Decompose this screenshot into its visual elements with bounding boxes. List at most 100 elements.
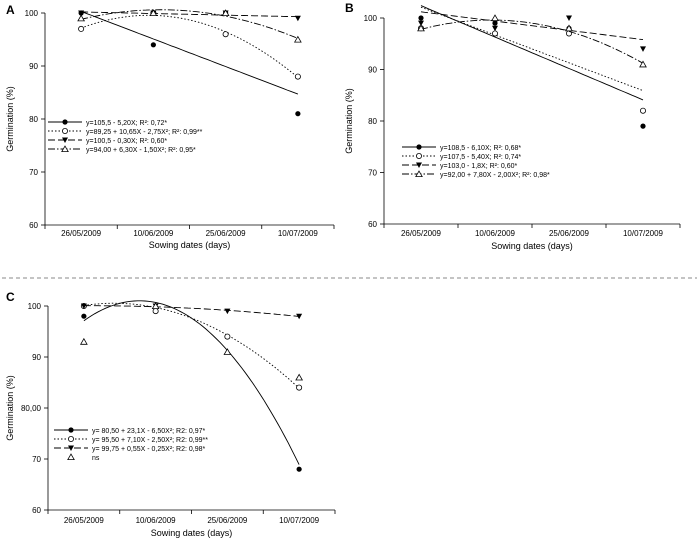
y-tick-label: 90 (368, 66, 377, 75)
data-point (224, 333, 231, 340)
legend-label: y=108,5 - 6,10X; R²: 0,68* (440, 145, 521, 152)
x-tick-label: 26/05/2009 (61, 229, 102, 238)
data-point (295, 373, 304, 381)
data-point (221, 9, 230, 17)
data-point (294, 73, 301, 80)
legend-label: y=100,5 - 0,30X; R²: 0,60* (86, 138, 167, 145)
x-tick-label: 10/07/2009 (278, 229, 319, 238)
data-point (492, 25, 498, 32)
x-tick-label: 10/06/2009 (475, 229, 516, 238)
data-point (296, 384, 303, 391)
fitted-curve (83, 302, 300, 389)
legend-marker (415, 170, 423, 178)
legend-label: y=94,00 + 6,30X - 1,50X²; R²: 0,95* (86, 147, 196, 154)
legend-label: y= 99,75 + 0,55X - 0,25X²; R2: 0,98* (92, 446, 206, 453)
data-point (149, 9, 158, 17)
y-tick-label: 100 (364, 14, 378, 23)
y-tick-label: 80 (29, 115, 38, 124)
legend: y= 80,50 + 23,1X - 6,50X²; R2: 0,97* y= 9… (54, 427, 208, 462)
fitted-curve (80, 14, 299, 78)
y-axis-title: Germination (%) (344, 88, 354, 154)
x-tick-label: 26/05/2009 (64, 516, 105, 525)
data-point (223, 348, 232, 355)
y-tick-label: 80 (368, 117, 377, 126)
series-4 (417, 14, 647, 68)
y-tick-label: 60 (29, 221, 38, 230)
series-2 (78, 9, 301, 80)
y-tick-label: 70 (29, 168, 38, 177)
y-axis-title: Germination (%) (5, 86, 15, 152)
series-3 (418, 11, 646, 52)
fitted-curve (80, 9, 299, 39)
data-point (81, 313, 87, 319)
legend-marker (62, 127, 69, 134)
x-tick-label: 25/06/2009 (207, 516, 248, 525)
data-point (77, 14, 86, 22)
legend-label: y= 80,50 + 23,1X - 6,50X²; R2: 0,97* (92, 428, 206, 435)
y-tick-label: 70 (368, 169, 377, 178)
y-tick-label: 80,00 (21, 404, 42, 413)
x-axis-title: Sowing dates (days) (149, 240, 231, 250)
data-point (639, 60, 647, 68)
y-tick-label: 60 (32, 506, 41, 515)
data-point (79, 337, 88, 345)
legend-marker (62, 137, 68, 143)
legend-label: y= 95,50 + 7,10X - 2,50X²; R2: 0,99** (92, 437, 208, 444)
data-point (295, 111, 301, 117)
y-tick-label: 90 (29, 62, 38, 71)
data-point (78, 10, 85, 16)
fitted-curve (420, 11, 644, 41)
fitted-curve (420, 19, 644, 64)
legend-marker (62, 119, 68, 125)
x-tick-label: 26/05/2009 (401, 229, 442, 238)
series-4 (77, 9, 302, 43)
x-axis-title: Sowing dates (days) (151, 528, 233, 538)
legend-marker (415, 152, 422, 159)
x-tick-label: 10/06/2009 (133, 229, 174, 238)
panel-label: B (345, 1, 354, 15)
data-point (640, 123, 646, 129)
data-point (418, 20, 424, 27)
data-point (640, 46, 646, 52)
data-point (151, 302, 160, 310)
data-point (80, 303, 87, 309)
data-point (150, 42, 156, 48)
data-point (640, 107, 647, 114)
x-tick-label: 25/06/2009 (206, 229, 247, 238)
data-point (492, 20, 498, 26)
fitted-curve (80, 10, 299, 95)
fitted-curve (420, 6, 644, 92)
series-4 (79, 302, 304, 381)
legend-label: y=89,25 + 10,65X - 2,75X²; R²: 0,99** (86, 129, 203, 136)
legend-marker (68, 445, 74, 451)
y-tick-label: 70 (32, 455, 41, 464)
legend-label: y=105,5 - 5,20X; R²: 0,72* (86, 120, 167, 127)
y-tick-label: 60 (368, 220, 377, 229)
x-axis-title: Sowing dates (days) (491, 241, 573, 251)
legend-marker (67, 453, 75, 461)
legend-label: y=103,0 - 1,8X; R²: 0,60* (440, 163, 518, 170)
fitted-curve (81, 11, 298, 18)
data-point (78, 25, 85, 32)
y-tick-label: 100 (25, 9, 39, 18)
x-tick-label: 10/06/2009 (136, 516, 177, 525)
legend: y=105,5 - 5,20X; R²: 0,72* y=89,25 + 10,6… (48, 119, 203, 154)
legend: y=108,5 - 6,10X; R²: 0,68* y=107,5 - 5,40… (402, 144, 550, 179)
data-point (566, 15, 572, 21)
legend-marker (416, 144, 422, 150)
legend-marker (68, 427, 74, 433)
data-point (294, 15, 301, 22)
x-tick-label: 10/07/2009 (623, 229, 664, 238)
y-axis-title: Germination (%) (5, 375, 15, 441)
data-point (565, 24, 573, 32)
data-point (418, 15, 424, 21)
data-point (417, 24, 425, 32)
panel-label: C (6, 290, 15, 304)
legend-marker (61, 145, 69, 153)
x-tick-label: 25/06/2009 (549, 229, 590, 238)
data-point (296, 466, 302, 472)
